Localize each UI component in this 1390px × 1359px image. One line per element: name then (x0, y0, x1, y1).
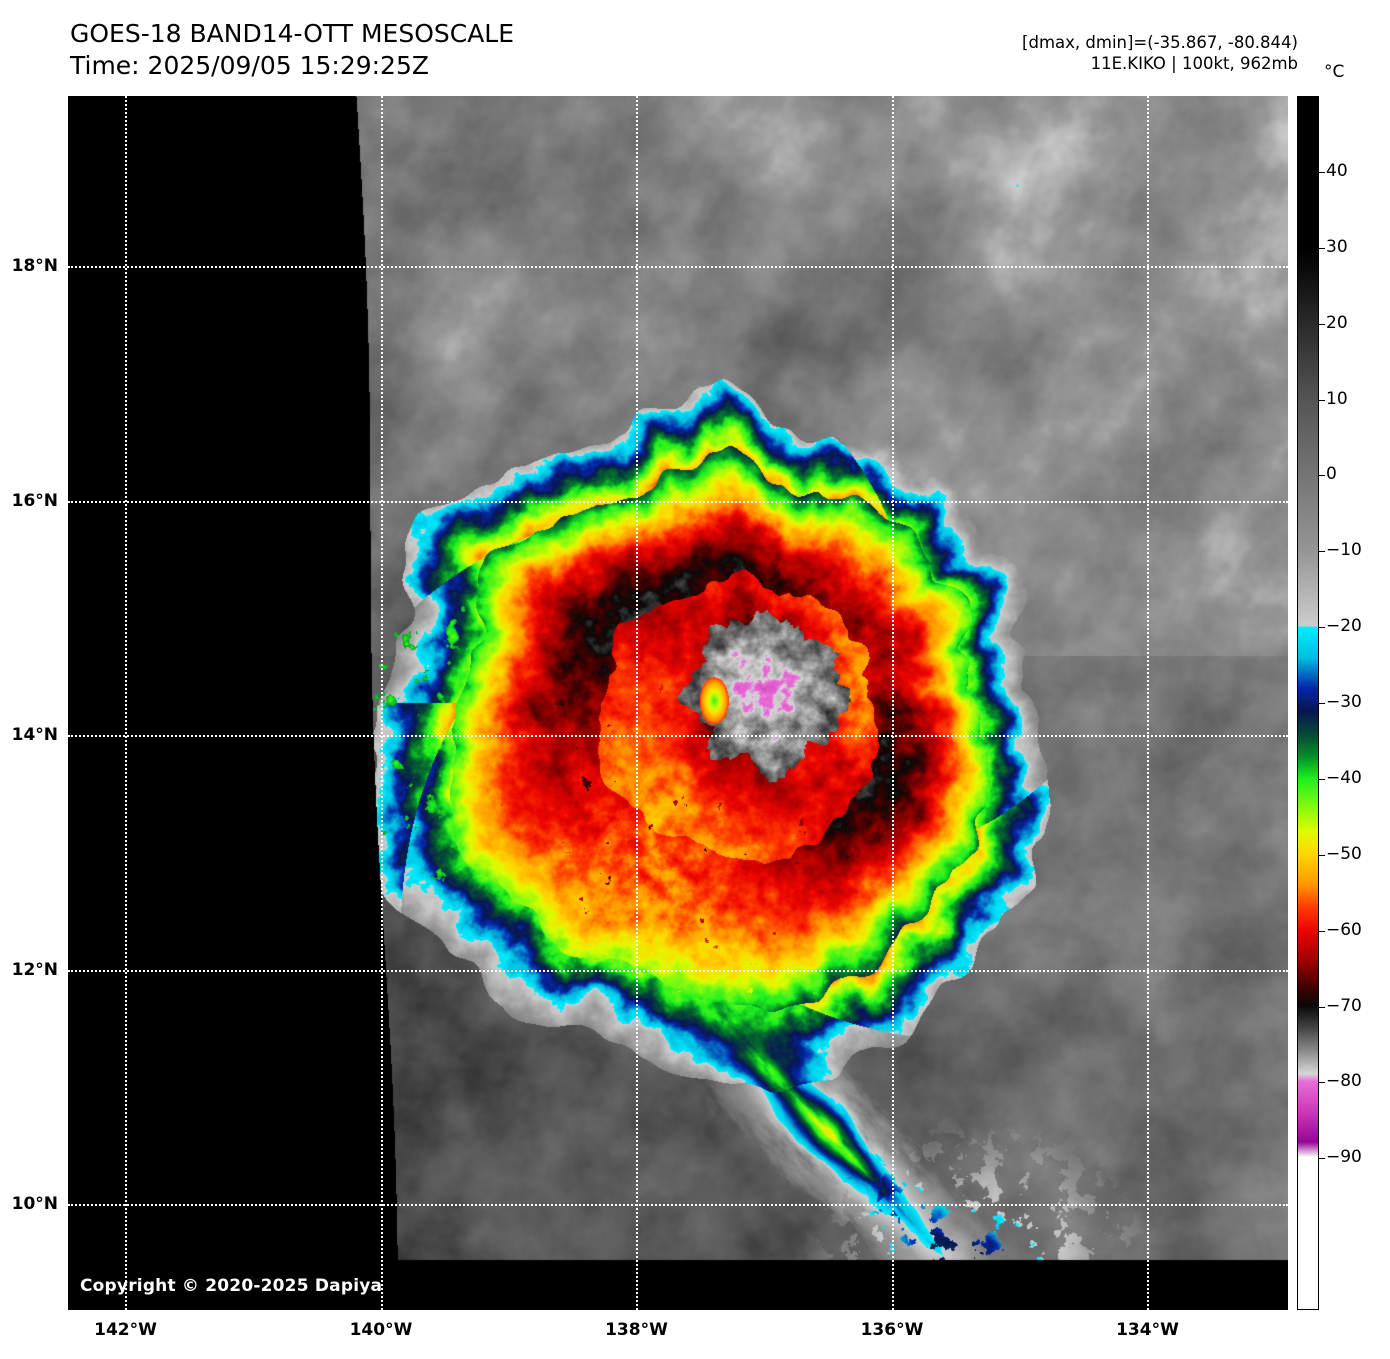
latitude-tick-label: 16°N (11, 490, 58, 511)
colorbar-tick-label: −30 (1326, 692, 1362, 712)
colorbar-tick-mark (1319, 930, 1325, 932)
longitude-tick-label: 140°W (349, 1320, 413, 1340)
dmax-dmin-label: [dmax, dmin]=(-35.867, -80.844) (1022, 33, 1298, 52)
satellite-image-plot: Copyright © 2020-2025 Dapiya (68, 96, 1288, 1310)
infrared-satellite-canvas (68, 96, 1288, 1310)
colorbar-tick-mark (1319, 703, 1325, 704)
colorbar-tick-label: 0 (1326, 464, 1337, 485)
colorbar-tick-label: 20 (1326, 312, 1348, 333)
latitude-tick-label: 14°N (11, 725, 58, 746)
timestamp-label: Time: 2025/09/05 15:29:25Z (70, 51, 429, 80)
colorbar-tick-mark (1319, 171, 1325, 173)
copyright-label: Copyright © 2020-2025 Dapiya (80, 1276, 383, 1296)
colorbar-tick-label: −20 (1326, 616, 1362, 637)
colorbar-tick-mark (1319, 1006, 1325, 1008)
title-block: GOES-18 BAND14-OTT MESOSCALE Time: 2025/… (70, 18, 514, 82)
colorbar-tick-label: −70 (1326, 995, 1362, 1016)
colorbar-tick-mark (1319, 1082, 1325, 1084)
colorbar-tick-label: 40 (1326, 160, 1348, 181)
colorbar-unit-label: °C (1324, 62, 1345, 82)
colorbar-tick-mark (1319, 475, 1325, 477)
colorbar-tick-mark (1319, 323, 1325, 325)
colorbar-tick-mark (1319, 1158, 1325, 1160)
colorbar-tick-mark (1319, 778, 1325, 780)
page-title: GOES-18 BAND14-OTT MESOSCALE (70, 19, 515, 48)
colorbar-tick-label: −90 (1326, 1147, 1362, 1168)
storm-info-label: 11E.KIKO | 100kt, 962mb (1090, 54, 1298, 74)
metadata-block: [dmax, dmin]=(-35.867, -80.844) 11E.KIKO… (1022, 32, 1298, 75)
colorbar-tick-label: −10 (1326, 540, 1362, 561)
colorbar-tick-label: 30 (1326, 236, 1348, 257)
colorbar (1297, 96, 1319, 1310)
colorbar-tick-mark (1319, 399, 1325, 401)
colorbar-tick-label: 10 (1326, 388, 1348, 409)
colorbar-gradient (1298, 97, 1318, 1309)
colorbar-tick-label: −60 (1326, 919, 1362, 940)
latitude-tick-label: 18°N (11, 256, 58, 277)
colorbar-tick-mark (1319, 854, 1325, 856)
colorbar-tick-label: −50 (1326, 843, 1362, 864)
colorbar-tick-label: −40 (1326, 767, 1362, 788)
colorbar-tick-mark (1319, 551, 1325, 553)
colorbar-tick-label: −80 (1326, 1071, 1362, 1092)
latitude-tick-label: 12°N (11, 959, 58, 980)
colorbar-tick-mark (1319, 627, 1325, 629)
longitude-tick-label: 134°W (1116, 1320, 1179, 1340)
longitude-tick-label: 136°W (860, 1320, 924, 1340)
longitude-tick-label: 138°W (605, 1320, 668, 1340)
longitude-tick-label: 142°W (94, 1320, 157, 1340)
colorbar-tick-mark (1319, 247, 1325, 249)
latitude-tick-label: 10°N (11, 1194, 58, 1215)
